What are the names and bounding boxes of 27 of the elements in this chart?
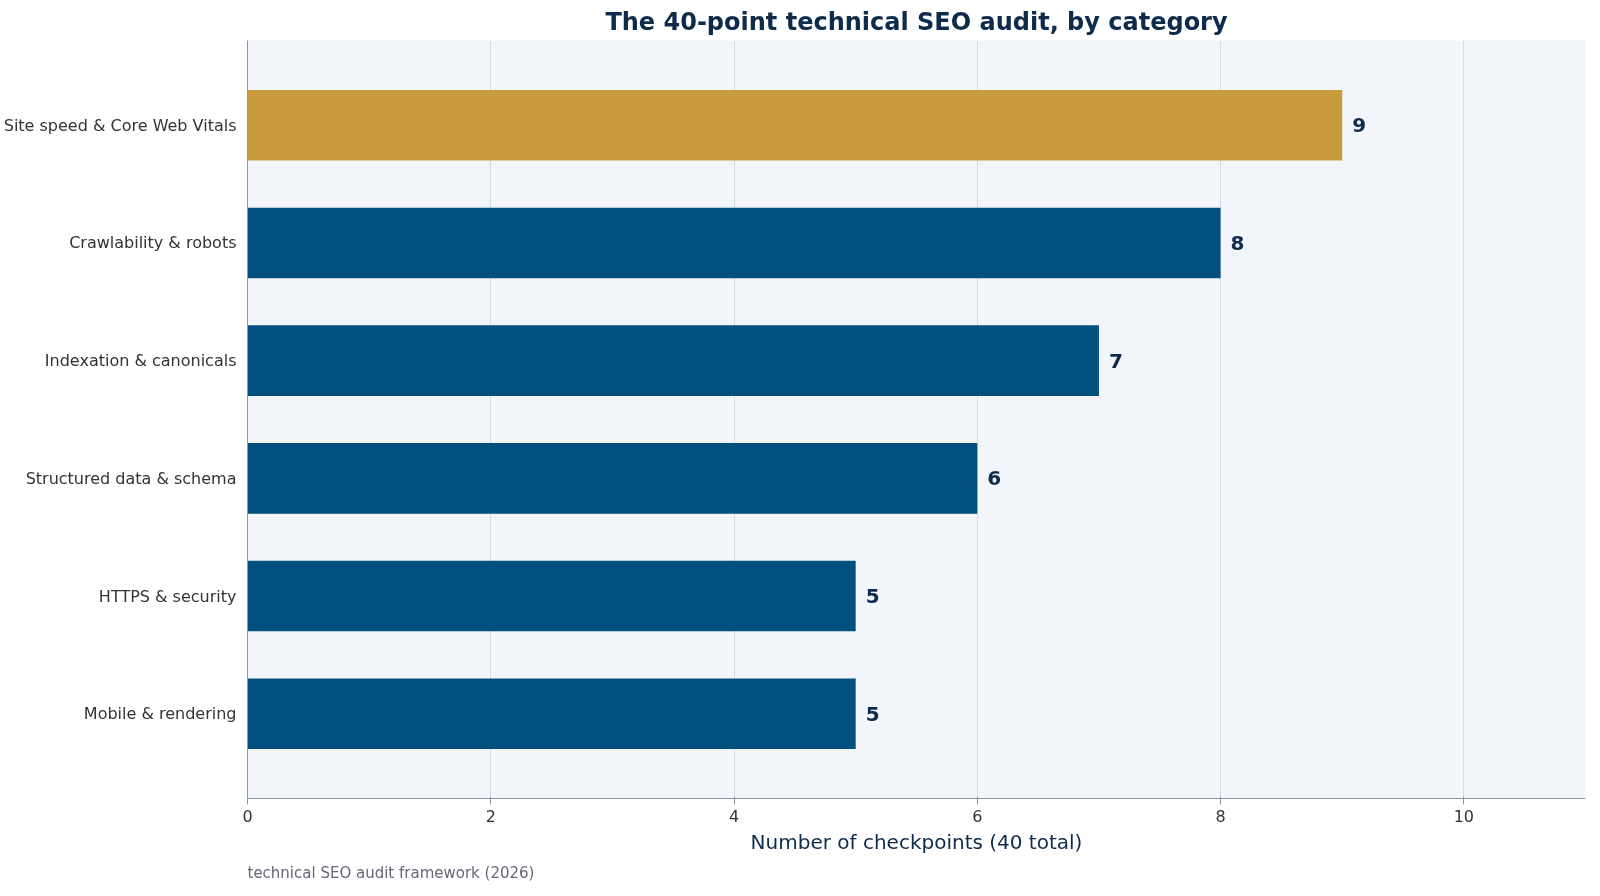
x-tick-label: 2	[485, 806, 496, 826]
x-tick-label: 10	[1453, 806, 1475, 826]
data-label: 5	[865, 701, 880, 726]
x-tick-label: 8	[1215, 806, 1226, 826]
bar	[247, 325, 1099, 396]
x-tick-label: 6	[972, 806, 983, 826]
data-label: 7	[1108, 348, 1123, 373]
data-label: 8	[1230, 230, 1245, 255]
y-tick-label: HTTPS & security	[98, 586, 237, 606]
bar	[247, 89, 1343, 161]
y-tick-label: Mobile & rendering	[83, 704, 237, 724]
data-label: 9	[1352, 113, 1367, 138]
data-label: 6	[987, 466, 1002, 491]
y-tick-label: Site speed & Core Web Vitals	[3, 115, 237, 135]
bar	[247, 443, 978, 514]
bar	[247, 678, 856, 750]
text: technical SEO audit framework (2026)	[247, 863, 535, 882]
bar	[247, 560, 856, 632]
bar	[247, 207, 1221, 279]
y-tick-label: Crawlability & robots	[69, 233, 237, 253]
x-tick-label: 0	[242, 806, 253, 826]
x-tick-label: 4	[728, 806, 740, 826]
y-tick-label: Structured data & schema	[25, 468, 237, 488]
data-label: 5	[865, 584, 880, 609]
y-tick-label: Indexation & canonicals	[44, 351, 237, 371]
x-axis-title: Number of checkpoints (40 total)	[750, 829, 1083, 854]
chart-title: The 40-point technical SEO audit, by category	[605, 7, 1228, 36]
